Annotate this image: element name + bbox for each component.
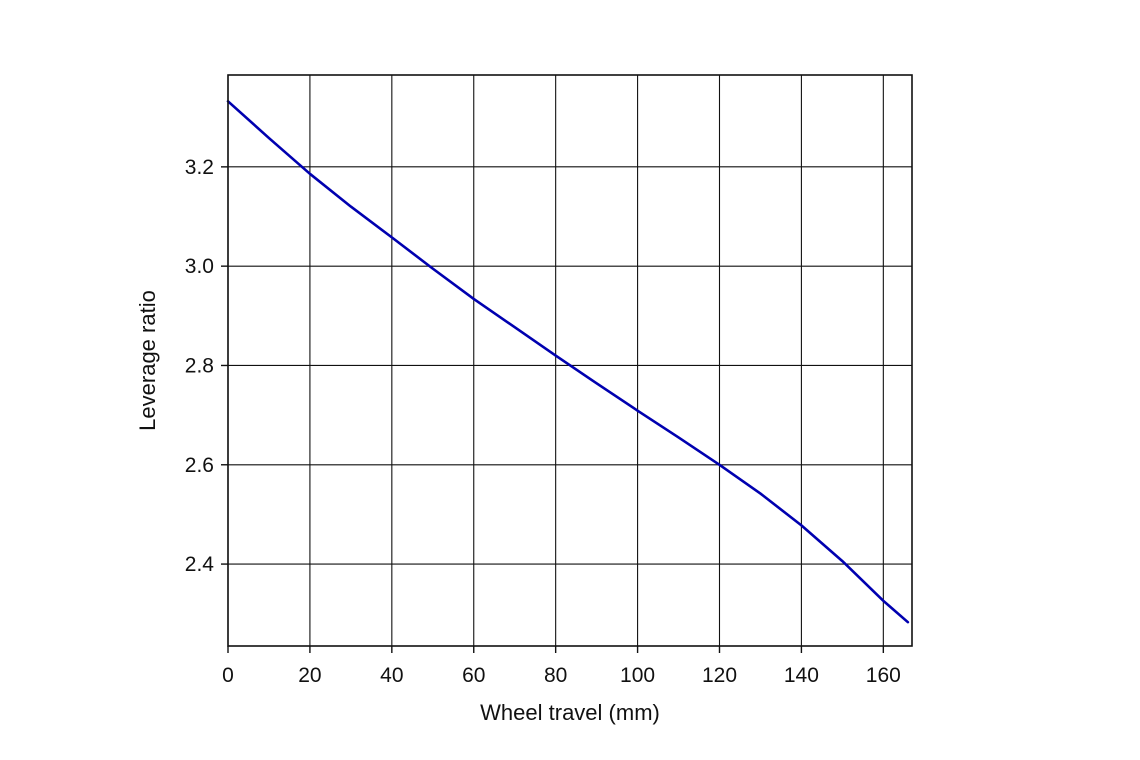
grid-lines bbox=[227, 75, 912, 646]
x-axis-label: Wheel travel (mm) bbox=[480, 700, 660, 725]
x-tick-label: 40 bbox=[380, 664, 403, 687]
y-tick-label: 3.2 bbox=[185, 156, 214, 179]
y-axis-label: Leverage ratio bbox=[135, 290, 160, 431]
series-line bbox=[226, 100, 910, 624]
x-tick-label: 0 bbox=[222, 664, 234, 687]
x-tick-label: 120 bbox=[702, 664, 737, 687]
axis-ticks: 0 20 40 60 80 100 120 140 160 2.4 2.6 2.8 3.0 3.2 bbox=[185, 156, 901, 687]
plot-frame bbox=[227, 74, 913, 647]
x-tick-label: 80 bbox=[544, 664, 567, 687]
x-tick-label: 140 bbox=[784, 664, 819, 687]
x-tick-label: 20 bbox=[298, 664, 321, 687]
y-tick-label: 2.4 bbox=[185, 553, 215, 576]
x-tick-label: 160 bbox=[866, 664, 901, 687]
y-tick-label: 2.6 bbox=[185, 454, 214, 477]
y-tick-label: 2.8 bbox=[185, 354, 214, 377]
x-tick-label: 60 bbox=[462, 664, 485, 687]
series-layer bbox=[226, 100, 910, 624]
x-tick-label: 100 bbox=[620, 664, 655, 687]
y-tick-label: 3.0 bbox=[185, 255, 214, 278]
